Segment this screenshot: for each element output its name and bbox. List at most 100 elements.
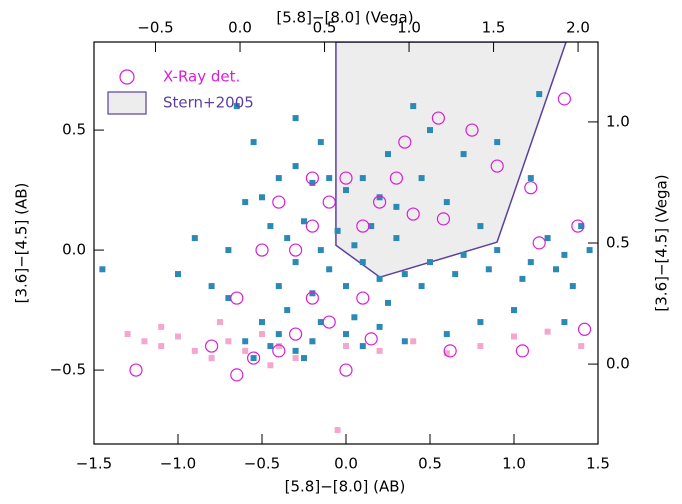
point — [275, 283, 282, 290]
xray-point — [322, 195, 336, 209]
point — [158, 323, 165, 330]
xray-point — [364, 332, 378, 346]
point — [477, 223, 484, 230]
point — [191, 235, 198, 242]
point — [175, 271, 181, 278]
point — [343, 343, 349, 350]
point — [477, 319, 484, 326]
point — [343, 187, 349, 194]
x2-axis-label: [5.8]−[8.0] (Vega) — [276, 9, 413, 27]
xray-point — [255, 243, 269, 257]
point — [527, 175, 534, 182]
point — [561, 319, 568, 326]
xray-point — [339, 171, 353, 185]
y2-tick-label: 1.0 — [606, 112, 630, 130]
y-tick-label: −0.5 — [50, 361, 86, 379]
point — [536, 91, 543, 98]
point — [292, 115, 299, 122]
xray-point — [305, 171, 319, 185]
point — [443, 350, 450, 357]
xray-point — [205, 339, 219, 353]
point — [284, 307, 291, 314]
x2-tick-label: 0.0 — [228, 19, 252, 37]
point — [452, 271, 459, 278]
point — [427, 127, 433, 134]
point — [527, 259, 534, 266]
x2-tick-label: −0.5 — [137, 19, 173, 37]
point — [208, 355, 215, 362]
xray-point — [515, 344, 530, 358]
point — [519, 275, 526, 282]
point — [284, 235, 291, 242]
point — [443, 331, 450, 338]
x-tick-label: 0.5 — [418, 455, 442, 473]
point — [292, 163, 299, 170]
xray-point — [490, 159, 504, 173]
point — [376, 347, 383, 354]
point — [359, 343, 366, 350]
point — [250, 355, 257, 362]
point — [351, 314, 358, 321]
point — [376, 323, 383, 330]
x-tick-label: −1.5 — [76, 455, 112, 473]
point — [561, 251, 568, 258]
point — [569, 283, 576, 290]
point — [326, 175, 333, 182]
x-axis-label: [5.8]−[8.0] (AB) — [285, 478, 406, 496]
legend-marker — [119, 69, 135, 85]
legend-marker — [107, 91, 147, 115]
point — [418, 175, 425, 182]
point — [410, 338, 417, 345]
point — [317, 247, 324, 254]
point — [326, 266, 333, 273]
point — [158, 343, 165, 350]
point — [359, 259, 366, 266]
point — [343, 331, 349, 338]
xray-point — [272, 195, 286, 209]
point — [317, 139, 324, 146]
x-tick-label: 1.5 — [586, 455, 610, 473]
xray-point — [532, 236, 546, 250]
point — [368, 223, 375, 230]
point — [578, 223, 585, 230]
point — [124, 331, 131, 338]
x-tick-label: −0.5 — [244, 455, 280, 473]
x2-tick-label: 1.0 — [397, 19, 421, 37]
point — [511, 307, 517, 314]
point — [175, 333, 181, 340]
point — [242, 199, 249, 206]
xray-point — [339, 363, 353, 377]
x-tick-label: 1.0 — [502, 455, 526, 473]
xray-point — [389, 171, 403, 185]
point — [217, 319, 223, 326]
point — [385, 151, 391, 158]
point — [233, 103, 240, 110]
xray-point — [524, 181, 538, 195]
xray-point — [571, 219, 585, 233]
point — [393, 203, 400, 210]
point — [334, 427, 341, 434]
y-tick-label: 0.5 — [62, 121, 86, 139]
point — [460, 251, 467, 258]
point — [225, 338, 232, 345]
point — [544, 235, 551, 242]
point — [586, 247, 593, 254]
xray-point — [305, 291, 319, 305]
point — [275, 331, 282, 338]
y-axis-label: [3.6]−[4.5] (AB) — [13, 183, 31, 304]
xray-point — [272, 344, 286, 358]
point — [376, 275, 383, 282]
point — [267, 343, 274, 350]
point — [99, 266, 106, 273]
point — [511, 333, 517, 340]
point — [259, 319, 265, 326]
xray-point — [289, 243, 303, 257]
xray-point — [247, 351, 261, 365]
point — [242, 338, 249, 345]
point — [410, 103, 417, 110]
point — [578, 343, 585, 350]
stern-wedge — [335, 42, 567, 279]
xray-point — [356, 219, 370, 233]
point — [208, 283, 215, 290]
